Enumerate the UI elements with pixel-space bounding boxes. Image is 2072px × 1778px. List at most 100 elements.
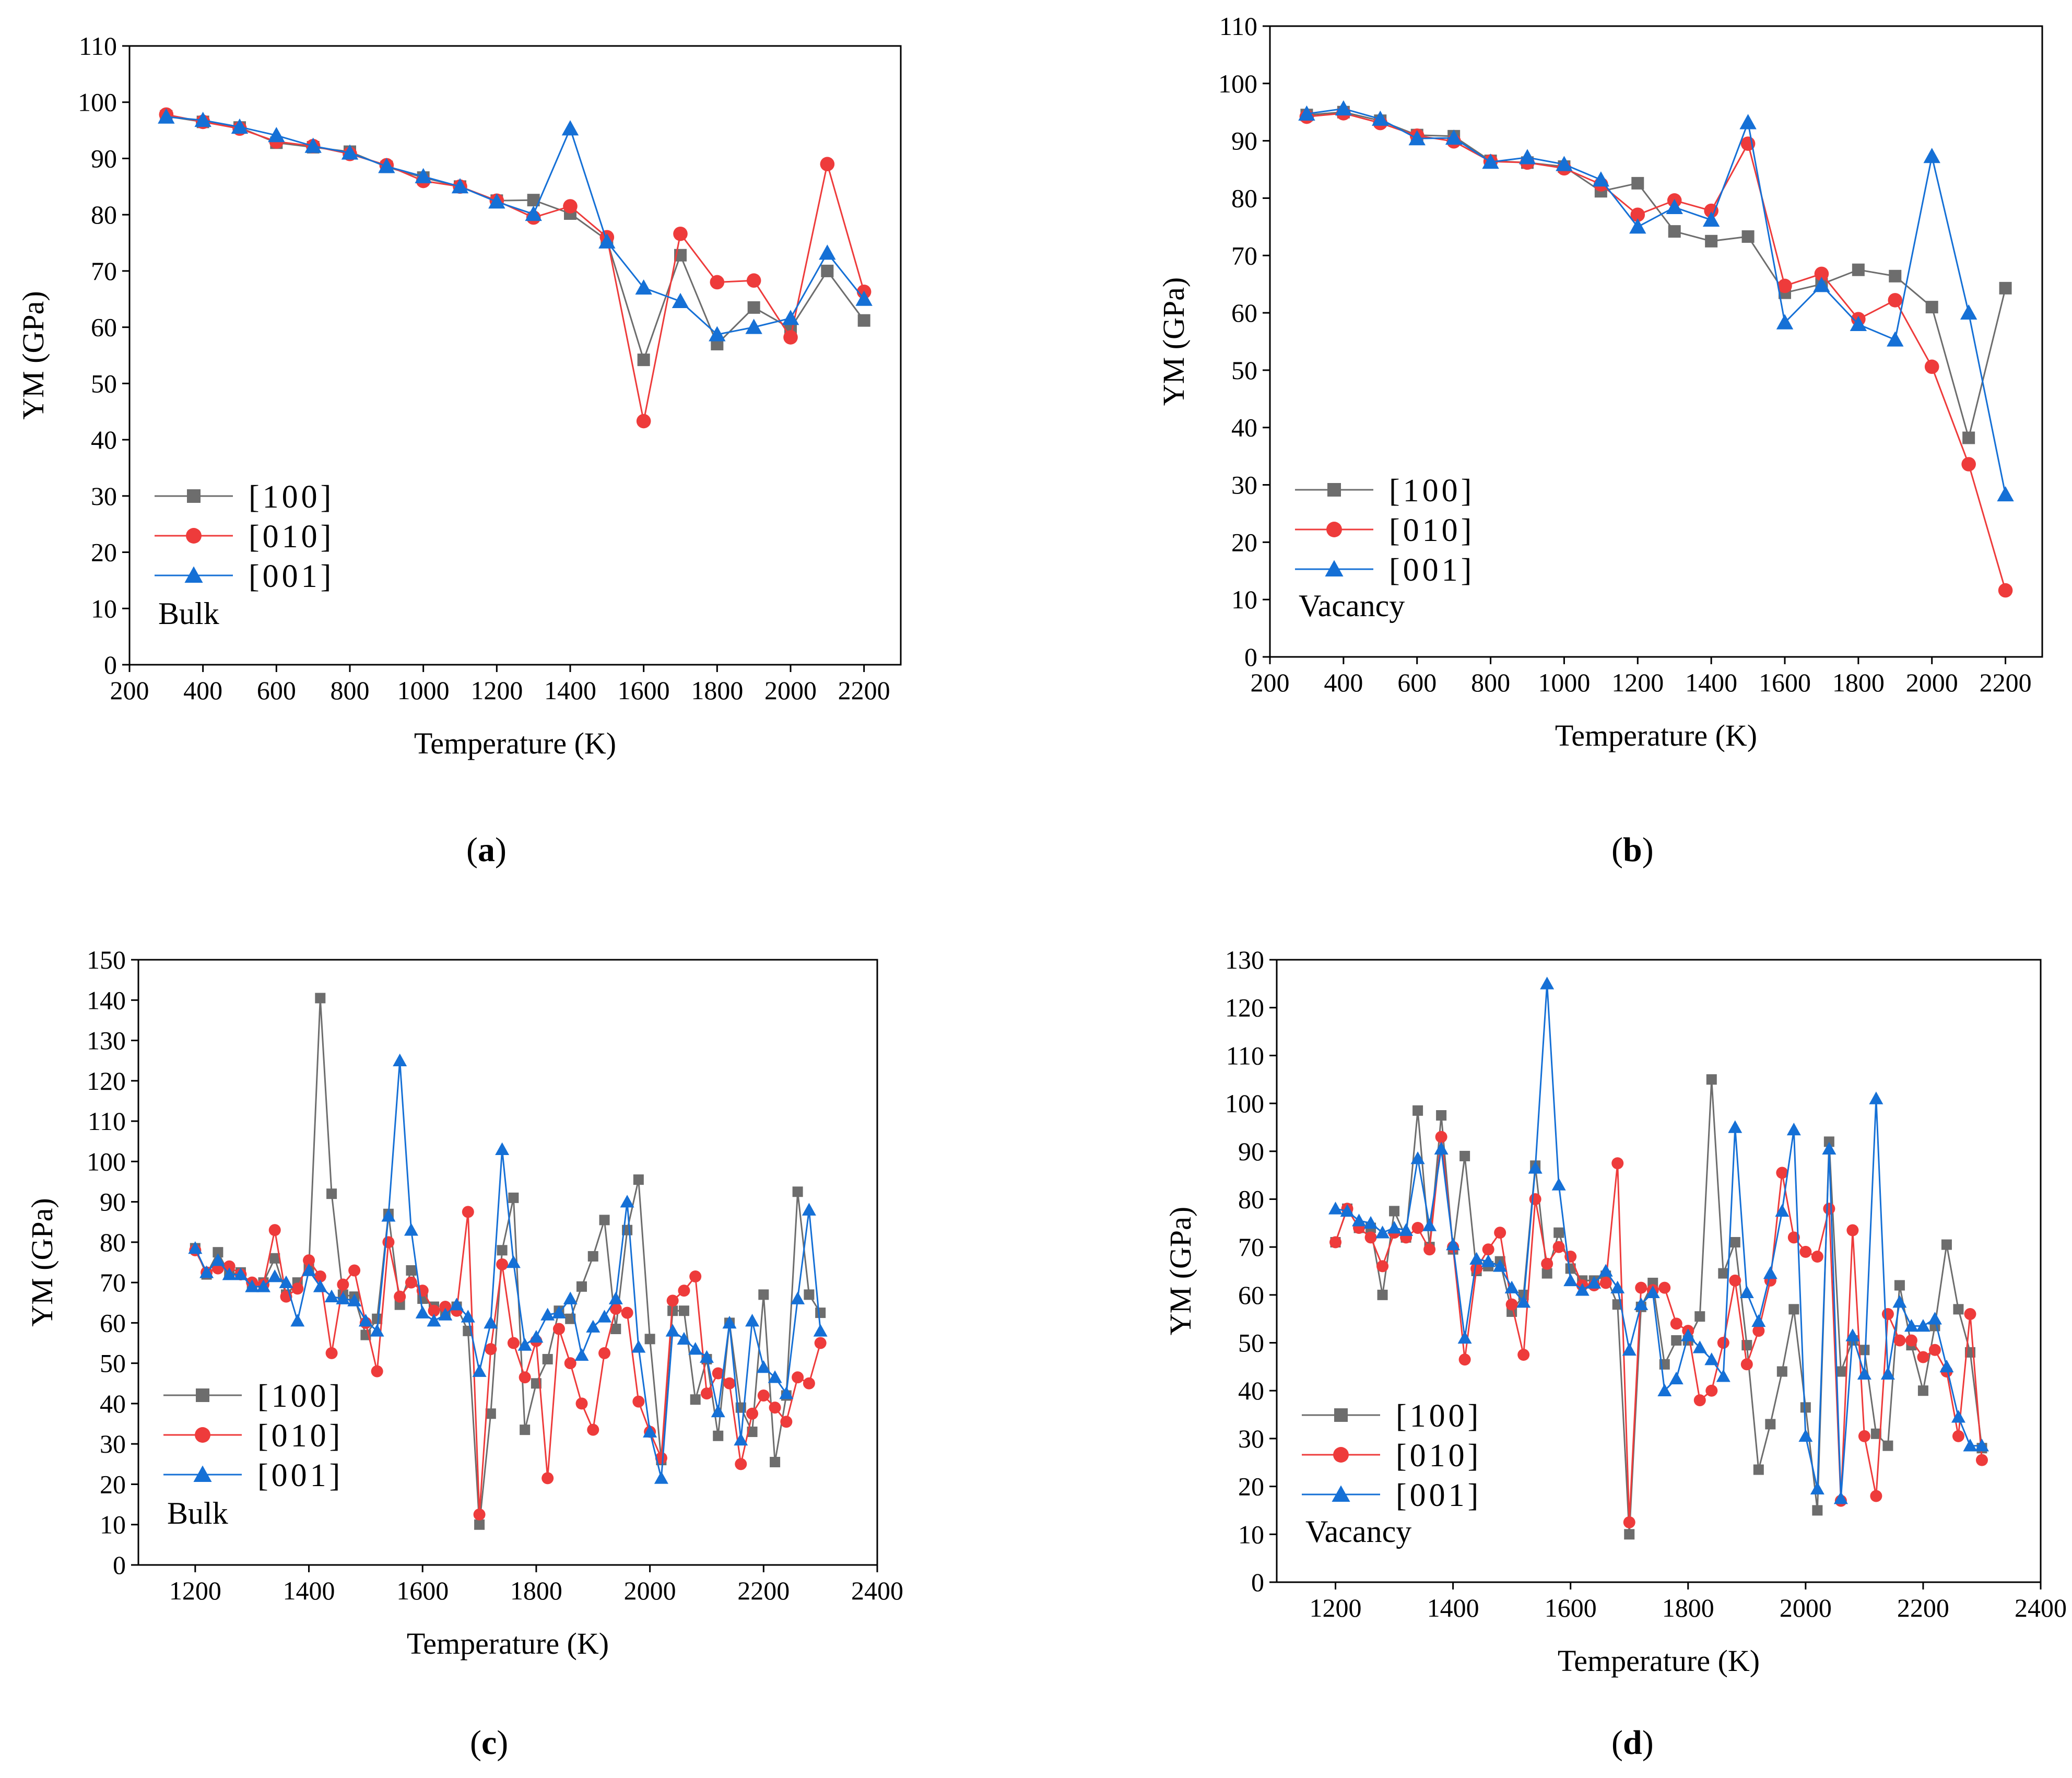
y-tick-label: 60 <box>91 313 117 342</box>
data-point <box>1939 1359 1954 1373</box>
data-point <box>1777 278 1792 293</box>
data-point <box>519 1371 531 1384</box>
series-001 <box>188 1053 828 1484</box>
data-point <box>1846 1224 1859 1237</box>
data-point <box>1668 225 1681 238</box>
data-point <box>404 1223 418 1236</box>
data-point <box>857 314 870 327</box>
data-point <box>525 205 542 221</box>
data-point <box>747 1427 758 1438</box>
x-tick-label: 1200 <box>1611 668 1664 697</box>
data-point <box>710 275 725 290</box>
data-point <box>565 1313 576 1324</box>
y-tick-label: 60 <box>1238 1280 1264 1310</box>
data-point <box>688 1342 703 1355</box>
data-point <box>1377 1289 1388 1300</box>
x-tick-label: 1400 <box>1427 1593 1479 1622</box>
data-point <box>1705 234 1718 248</box>
data-point <box>337 1278 349 1291</box>
data-point <box>673 227 688 241</box>
data-point <box>1517 1348 1530 1361</box>
data-point <box>1975 1454 1988 1466</box>
series-line <box>166 113 865 421</box>
data-point <box>1923 148 1940 163</box>
data-point <box>820 157 835 172</box>
caption-a: (a) <box>466 831 507 869</box>
data-point <box>769 1402 781 1414</box>
data-point <box>575 1397 588 1410</box>
y-tick-label: 130 <box>1225 945 1264 974</box>
data-point <box>637 354 650 367</box>
x-tick-label: 200 <box>1251 668 1290 697</box>
data-point <box>804 1289 815 1300</box>
x-axis-label: Temperature (K) <box>407 1627 609 1661</box>
data-point <box>1953 1304 1964 1315</box>
data-point <box>1852 263 1865 276</box>
data-point <box>666 1294 679 1307</box>
data-point <box>1611 1157 1624 1170</box>
series-001 <box>158 108 873 342</box>
data-point <box>1372 110 1389 126</box>
y-tick-label: 100 <box>78 88 117 117</box>
panel-annotation: Vacancy <box>1305 1514 1411 1549</box>
data-point <box>1434 1141 1449 1155</box>
data-point <box>1436 1110 1447 1121</box>
data-point <box>222 1267 237 1280</box>
x-tick-label: 1600 <box>618 676 670 705</box>
legend-marker <box>1332 1485 1350 1502</box>
data-point <box>598 1347 611 1359</box>
data-point <box>713 1430 724 1441</box>
data-point <box>485 1343 497 1356</box>
data-point <box>1776 1167 1788 1179</box>
legend-label: [010] <box>1389 513 1475 548</box>
data-point <box>1904 1318 1918 1332</box>
data-point <box>814 1337 827 1349</box>
data-point <box>520 1424 531 1435</box>
series-001 <box>1298 100 2014 502</box>
y-tick-label: 40 <box>91 425 117 454</box>
data-point <box>672 292 689 309</box>
y-tick-label: 40 <box>1231 413 1257 442</box>
data-point <box>1814 266 1829 281</box>
y-tick-label: 40 <box>100 1389 126 1418</box>
x-tick-label: 2000 <box>1780 1593 1832 1622</box>
x-tick-label: 600 <box>257 676 296 705</box>
data-point <box>269 1253 280 1264</box>
data-point <box>758 1289 769 1300</box>
data-point <box>791 1291 805 1304</box>
data-point <box>358 1314 373 1327</box>
legend-label: [100] <box>1396 1398 1481 1434</box>
chart-c: 1200 1400 1600 1800 2000 2200 2400 0 10 20 30 40 50 6… <box>25 945 903 1661</box>
data-point <box>415 168 432 183</box>
data-point <box>473 1508 486 1521</box>
data-point <box>1516 1295 1531 1308</box>
y-axis-label: YM (GPa) <box>25 1198 59 1326</box>
data-point <box>508 1192 519 1203</box>
data-point <box>1375 1226 1390 1239</box>
series-010 <box>1329 1131 1988 1528</box>
data-point <box>315 993 326 1004</box>
data-point <box>792 1371 804 1384</box>
data-point <box>1529 1193 1541 1205</box>
data-point <box>654 1471 668 1484</box>
data-point <box>1587 1276 1602 1289</box>
data-point <box>632 1395 645 1408</box>
x-tick-label: 1800 <box>1832 668 1885 697</box>
data-point <box>256 1279 270 1292</box>
data-point <box>1960 304 1977 320</box>
data-point <box>813 1324 828 1337</box>
x-tick-label: 400 <box>1324 668 1363 697</box>
caption-b: (b) <box>1611 831 1654 869</box>
data-point <box>690 1394 701 1405</box>
data-point <box>213 1247 223 1258</box>
y-tick-label: 10 <box>1238 1520 1264 1549</box>
data-point <box>1669 1371 1684 1385</box>
x-tick-label: 1200 <box>1310 1593 1362 1622</box>
data-point <box>1881 1308 1894 1321</box>
legend-label: [010] <box>1396 1438 1481 1474</box>
data-point <box>1892 1295 1907 1308</box>
data-point <box>1482 1243 1494 1256</box>
x-tick-label: 2000 <box>624 1576 676 1605</box>
x-tick-label: 2400 <box>2015 1593 2067 1622</box>
